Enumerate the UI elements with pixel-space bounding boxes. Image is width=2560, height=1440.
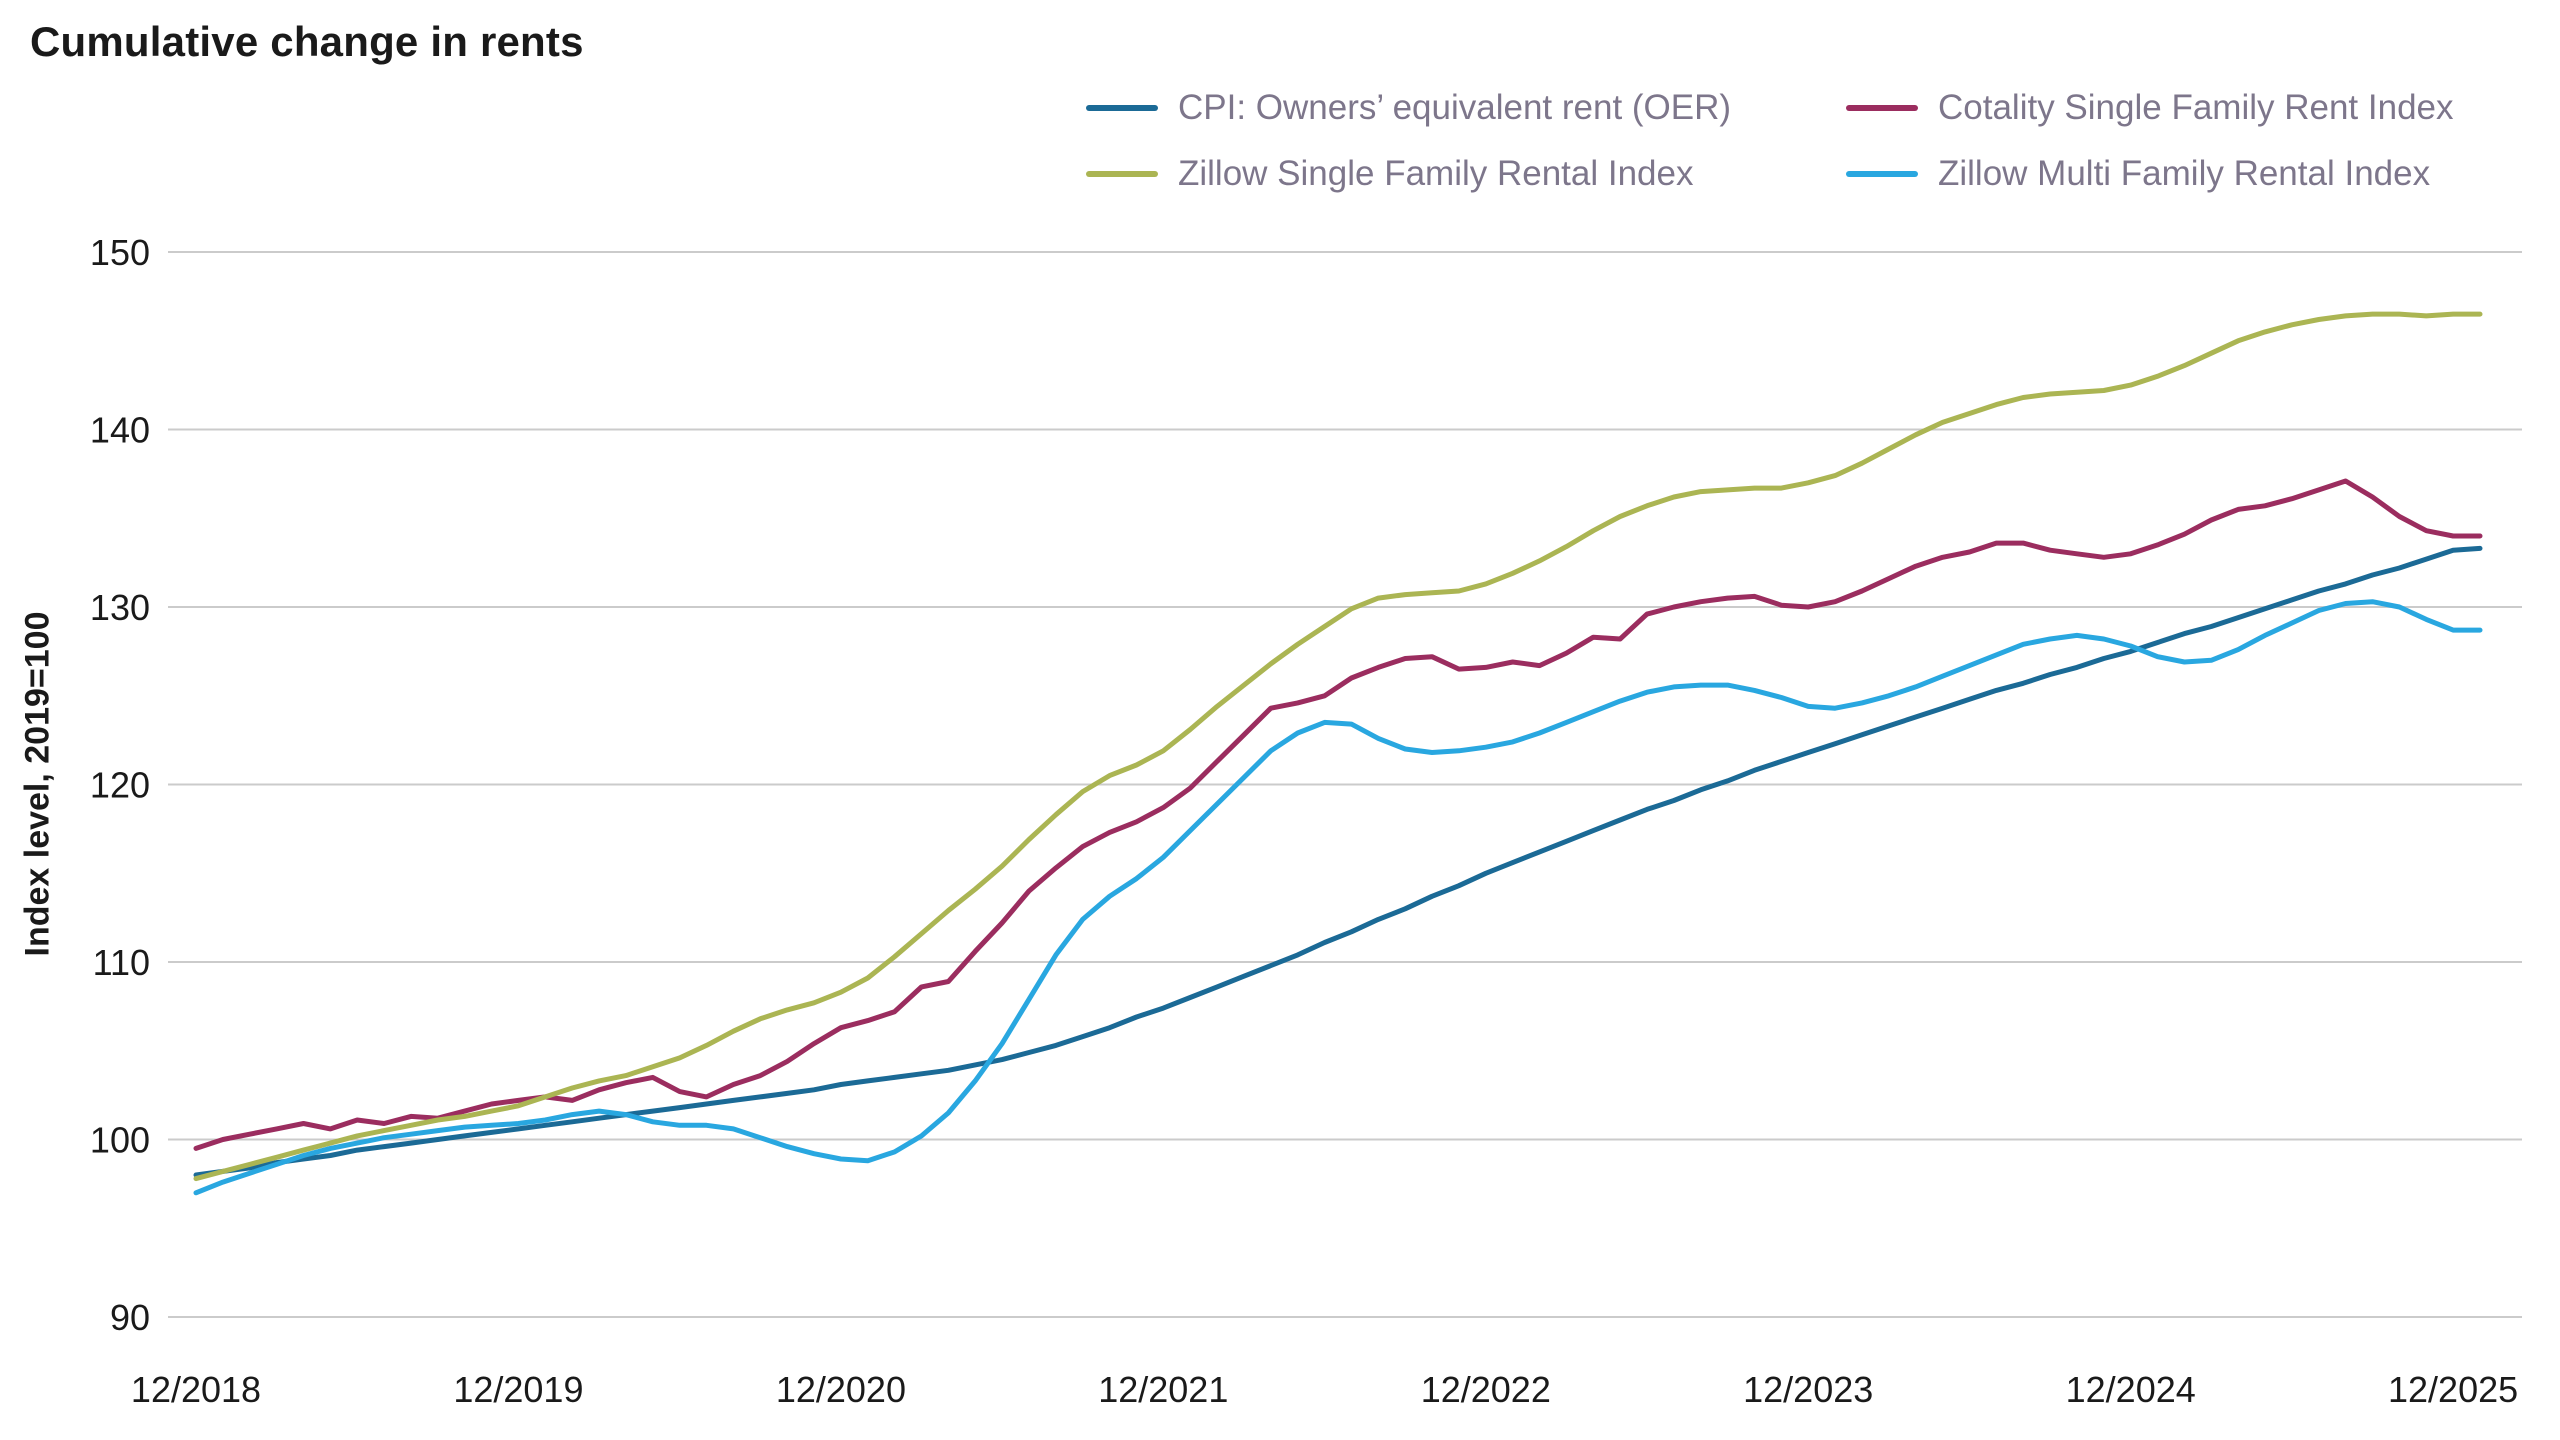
x-tick-label: 12/2019 xyxy=(453,1369,583,1410)
x-tick-label: 12/2022 xyxy=(1421,1369,1551,1410)
y-tick-label: 150 xyxy=(90,232,150,273)
chart-legend: CPI: Owners’ equivalent rent (OER) Cotali… xyxy=(1086,88,2454,194)
series-line-cotality-sfr xyxy=(193,478,2483,1151)
series-line-cpi-oer xyxy=(193,545,2483,1178)
x-tick-label: 12/2023 xyxy=(1743,1369,1873,1410)
legend-label-zillow-sfr: Zillow Single Family Rental Index xyxy=(1178,154,1694,193)
y-tick-label: 100 xyxy=(90,1120,150,1161)
legend-swatch-zillow-mfr xyxy=(1846,171,1918,177)
x-tick-label: 12/2025 xyxy=(2388,1369,2518,1410)
y-tick-label: 90 xyxy=(110,1297,150,1338)
y-tick-label: 130 xyxy=(90,587,150,628)
legend-item-cpi-oer: CPI: Owners’ equivalent rent (OER) xyxy=(1086,88,1846,128)
legend-label-cotality-sfr: Cotality Single Family Rent Index xyxy=(1938,88,2454,127)
legend-label-cpi-oer: CPI: Owners’ equivalent rent (OER) xyxy=(1178,88,1732,127)
chart-title: Cumulative change in rents xyxy=(30,18,584,65)
legend-swatch-cpi-oer xyxy=(1086,105,1158,111)
legend-item-cotality-sfr: Cotality Single Family Rent Index xyxy=(1846,88,2454,128)
y-tick-label: 120 xyxy=(90,765,150,806)
x-tick-label: 12/2024 xyxy=(2066,1369,2196,1410)
y-tick-label: 110 xyxy=(93,942,150,983)
legend-swatch-zillow-sfr xyxy=(1086,171,1158,177)
x-tick-label: 12/2020 xyxy=(776,1369,906,1410)
legend-label-zillow-mfr: Zillow Multi Family Rental Index xyxy=(1938,154,2431,193)
x-tick-label: 12/2021 xyxy=(1098,1369,1228,1410)
series-line-zillow-mfr xyxy=(193,599,2483,1196)
series-line-zillow-sfr xyxy=(193,311,2483,1182)
y-tick-label: 140 xyxy=(90,410,150,451)
x-tick-label: 12/2018 xyxy=(131,1369,261,1410)
legend-swatch-cotality-sfr xyxy=(1846,105,1918,111)
legend-item-zillow-mfr: Zillow Multi Family Rental Index xyxy=(1846,154,2454,194)
legend-item-zillow-sfr: Zillow Single Family Rental Index xyxy=(1086,154,1846,194)
